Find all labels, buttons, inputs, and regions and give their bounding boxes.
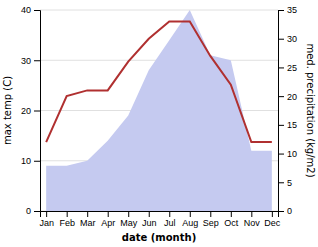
tick: 20 [278,92,297,102]
tick: 30 [278,34,297,44]
tick-mark [34,211,40,212]
chart: Jan Feb Mar Apr May Jun Jul Aug Sep Oct NovDec 0 10 2… [0,0,318,247]
tick: 15 [278,120,297,130]
plot: Jan Feb Mar Apr May Jun Jul Aug Sep Oct NovDec 0 10 2… [21,5,297,228]
x-axis: Jan Feb Mar Apr May Jun Jul Aug Sep Oct NovDec [39,211,280,228]
tick: 30 [21,56,40,66]
tick-label: Sep [203,218,219,228]
tick-label: 20 [21,106,31,116]
tick-label: 20 [287,92,297,102]
y-axis-title: max temp (C) [2,76,13,145]
y2-axis: 0 5 10 15 20 25 30 35 [278,5,297,216]
tick: 25 [278,63,297,73]
tick: 10 [278,149,297,159]
tick-mark [278,10,284,11]
tick-mark [231,211,232,217]
tick-label: 15 [287,120,297,130]
tick-label: 30 [287,34,297,44]
tick-mark [210,211,211,217]
tick: Jan [39,211,54,228]
tick: Apr [101,211,115,228]
tick-mark [34,60,40,61]
tick-label: 30 [21,56,31,66]
tick-label: 35 [287,5,297,15]
marks [46,10,272,211]
tick-label: 25 [287,63,297,73]
tick-mark [128,211,129,217]
tick: Mar [80,211,96,228]
tick-mark [46,211,47,217]
tick-mark [278,211,284,212]
tick: Jul [164,211,176,228]
tick-label: 0 [26,206,31,216]
tick: Aug [182,211,198,228]
tick: 20 [21,106,40,116]
tick-mark [278,67,284,68]
tick: 10 [21,156,40,166]
tick-label: Aug [182,218,198,228]
tick-mark [278,182,284,183]
axis-line [279,11,285,212]
tick: 0 [26,206,40,216]
tick-mark [34,161,40,162]
tick-label: Apr [101,218,115,228]
tick-mark [278,125,284,126]
tick: Feb [59,211,75,228]
axis-line [34,11,41,212]
tick-label: Oct [224,218,239,228]
tick-label: 40 [21,5,31,15]
tick-mark [278,39,284,40]
tick-label: 5 [287,178,292,188]
tick-label: Jan [39,218,54,228]
area [46,10,272,211]
tick-label: Dec [264,218,281,228]
tick-label: Nov [244,218,261,228]
tick-label: Feb [59,218,75,228]
tick-label: Jun [142,218,157,228]
tick: Oct [224,211,239,228]
line [46,21,272,142]
tick-mark [278,154,284,155]
y-axis: 0 10 20 30 40 [21,5,41,216]
tick-label: 10 [21,156,31,166]
tick: Nov [244,211,261,228]
tick-mark [272,211,273,217]
tick-mark [169,211,170,217]
tick: Sep [203,211,219,228]
tick-label: 10 [287,149,297,159]
tick: 40 [21,5,40,15]
tick-mark [67,211,68,217]
tick: Jun [142,211,157,228]
tick: Dec [264,211,281,228]
tick-label: 0 [287,206,292,216]
tick-label: Jul [164,218,176,228]
tick-label: May [120,218,138,228]
tick-mark [108,211,109,217]
tick: 0 [278,206,292,216]
tick-label: Mar [80,218,96,228]
tick: May [120,211,138,228]
tick-mark [278,96,284,97]
tick-mark [149,211,150,217]
tick-mark [190,211,191,217]
tick-mark [34,111,40,112]
tick-mark [34,10,40,11]
tick-mark [251,211,252,217]
grid [40,10,278,211]
y2-axis-title: med. precipitation (kg/m2) [305,43,316,177]
tick: 5 [278,178,292,188]
tick-mark [87,211,88,217]
axis-line [41,212,279,218]
tick: 35 [278,5,297,15]
x-axis-title: date (month) [122,232,196,243]
grid-line [40,10,278,11]
